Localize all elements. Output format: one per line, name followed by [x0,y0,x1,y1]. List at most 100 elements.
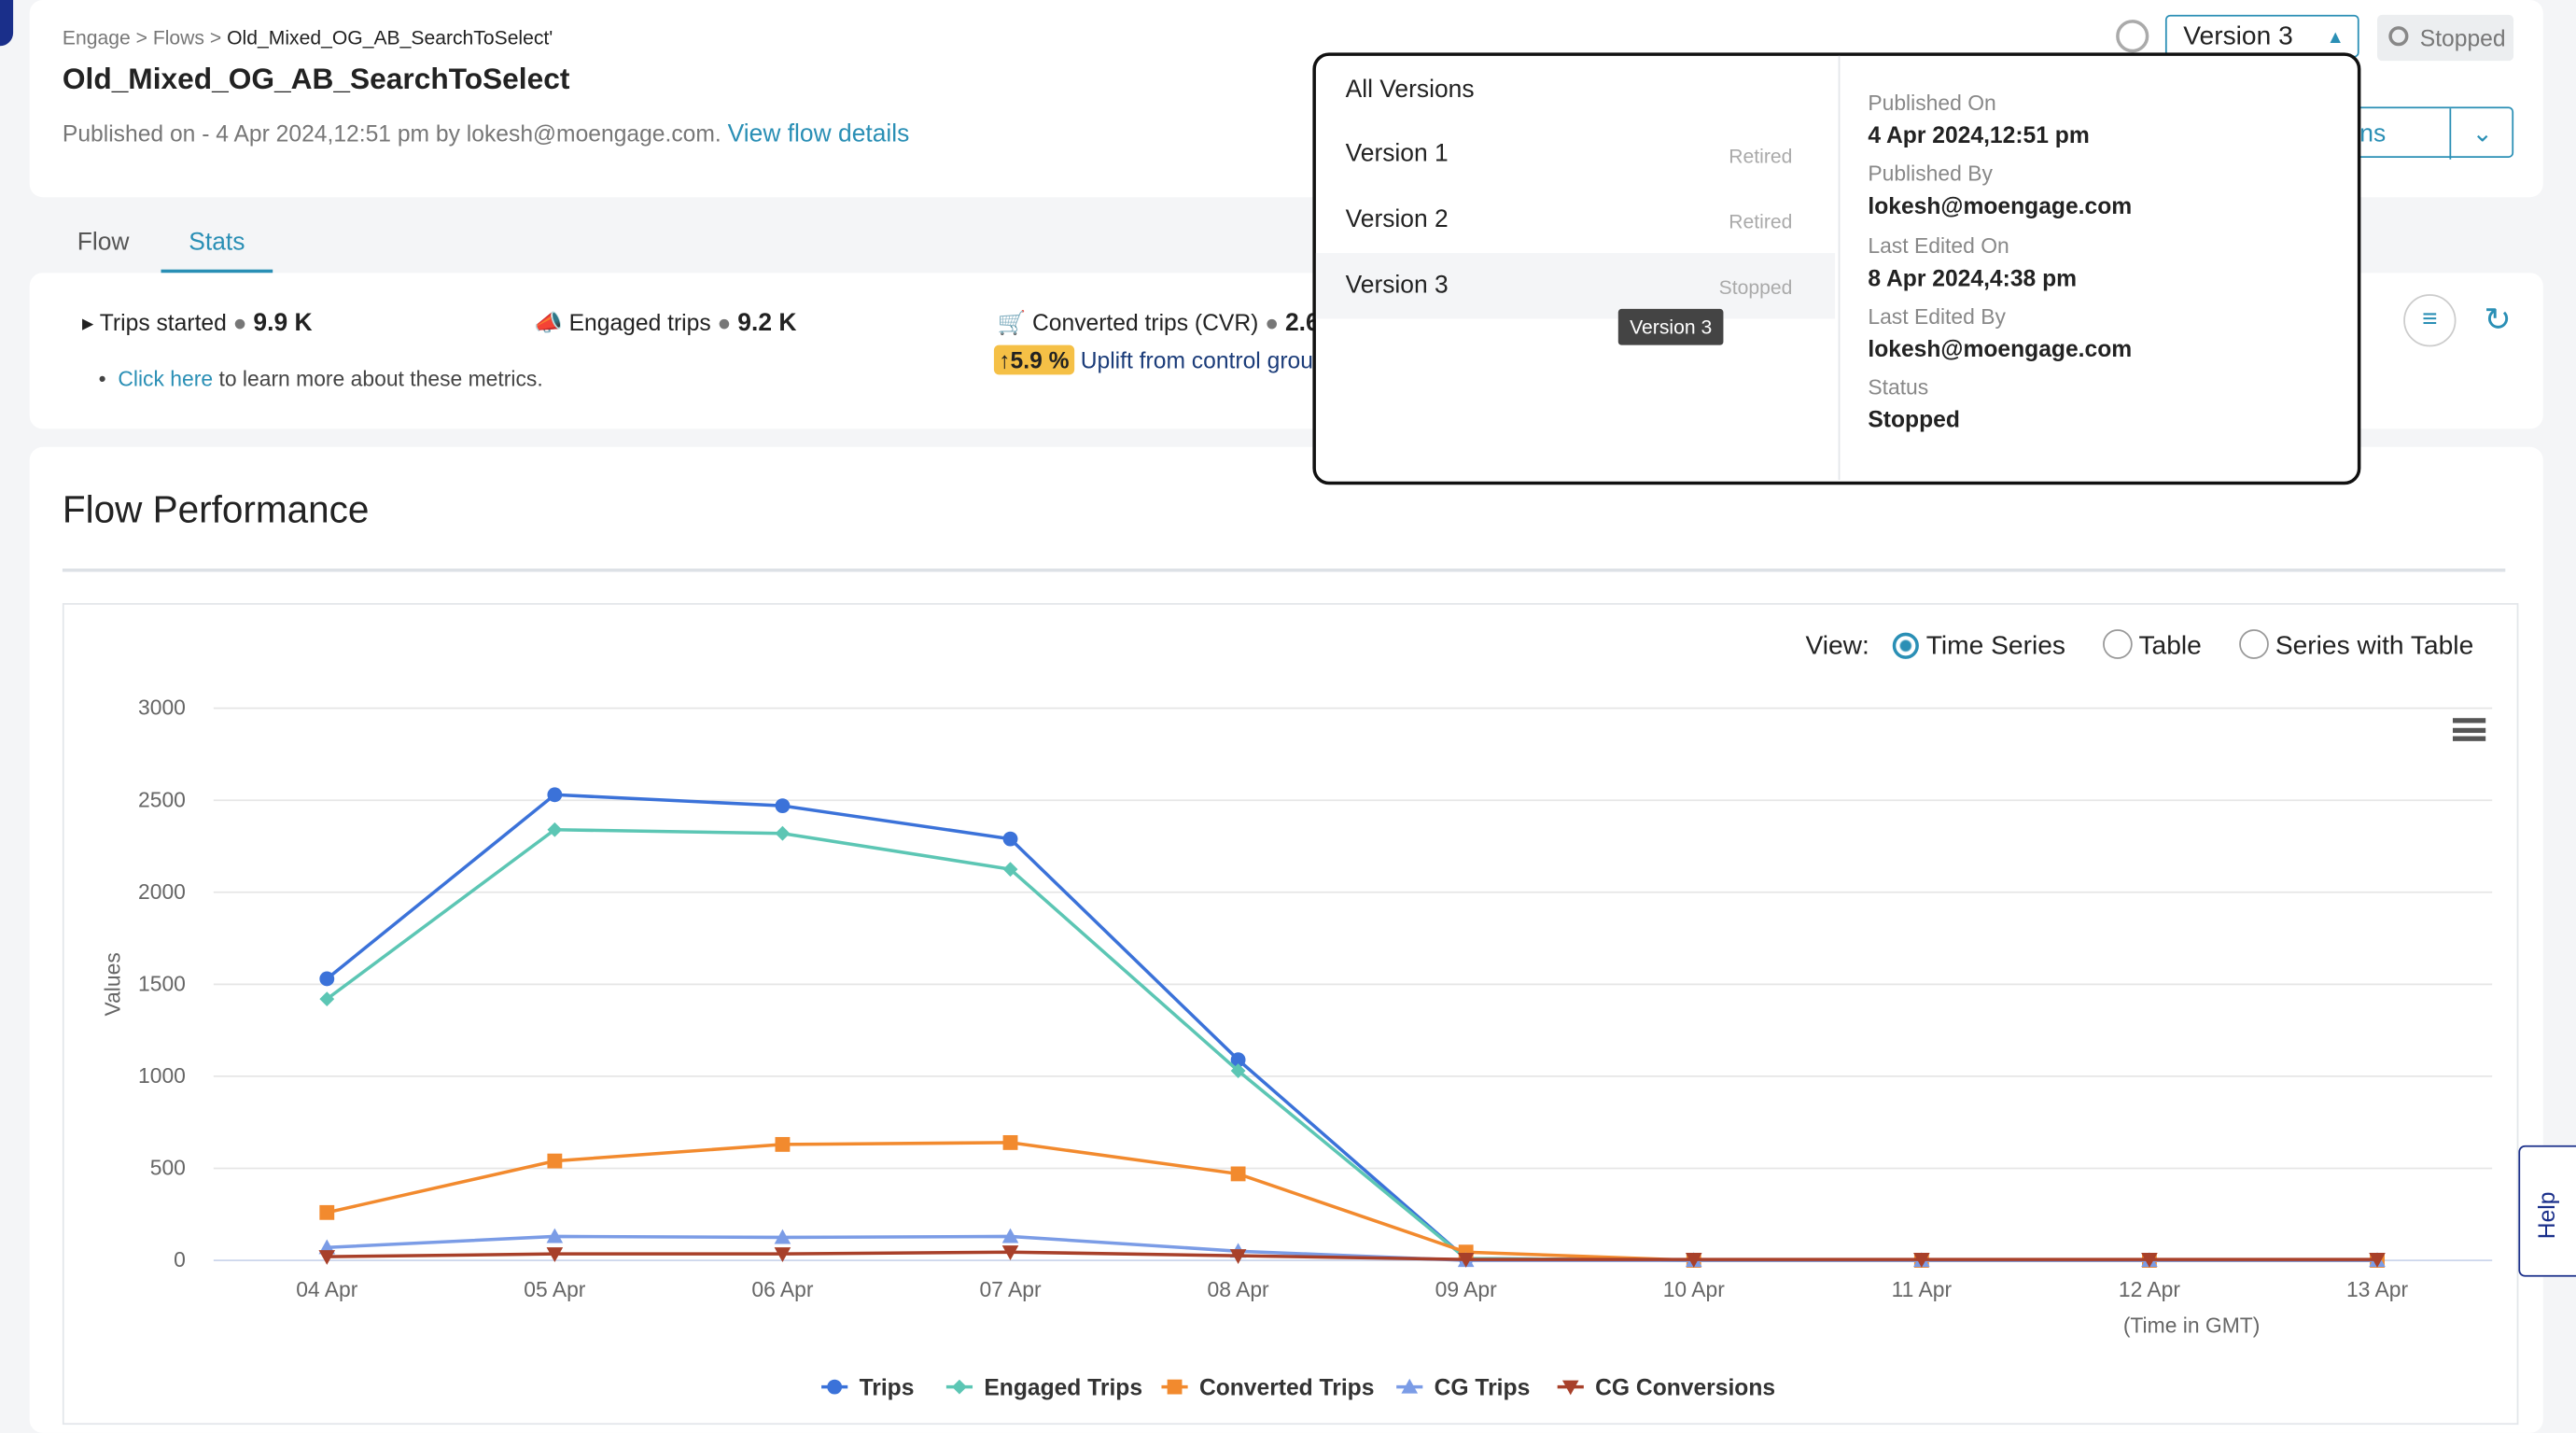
version-status: Stopped [1718,275,1793,300]
version-row[interactable]: Version 1 Retired [1316,121,1835,187]
view-option[interactable]: Series with Table [2275,632,2474,661]
legend-item[interactable]: CG Conversions [1557,1375,1775,1400]
point [1002,862,1018,878]
version-value: Version 3 [2183,22,2293,51]
tooltip: Version 3 [1617,308,1724,345]
metric-label: Converted trips (CVR) [1031,308,1259,336]
point [775,825,791,841]
legend-marker [1561,1380,1579,1396]
series [319,1134,2385,1268]
version-row[interactable]: Version 3 Stopped [1315,253,1836,319]
metric-label: Trips started [99,308,227,336]
x-tick-label: 05 Apr [524,1277,586,1301]
point [1002,1134,1018,1150]
separator [1838,55,1841,480]
point [1685,1253,1702,1268]
series [318,1245,2386,1268]
point [318,1250,336,1265]
view-option[interactable]: Time Series [1925,632,2065,661]
x-tick-label: 10 Apr [1663,1277,1726,1301]
version-status: Retired [1729,144,1793,168]
tab-active[interactable]: Stats [161,229,273,274]
legend-item[interactable]: Converted Trips [1161,1375,1374,1400]
detail-label: Last Edited On [1868,232,2009,258]
metric: 📣 Engaged trips ● 9.2 K [534,308,797,337]
chart-menu[interactable] [2452,718,2486,741]
info-text: to learn more about these metrics. [218,366,543,391]
version-name: Version 1 [1345,139,1449,168]
radio[interactable] [2238,629,2269,659]
legend-item[interactable]: Engaged Trips [945,1375,1142,1400]
x-tick-label: 09 Apr [1435,1277,1498,1301]
detail-label: Last Edited By [1868,303,2006,329]
uplift-label: Uplift from control group [1080,346,1326,373]
legend-label: Trips [860,1375,915,1400]
point [1230,1052,1246,1068]
legend-marker [1401,1378,1419,1394]
y-tick-label: 0 [174,1247,186,1271]
version-status: Retired [1729,210,1793,233]
crumb: Old_Mixed_OG_AB_SearchToSelect' [227,26,553,49]
crumb[interactable]: Engage [62,26,131,49]
legend-item[interactable]: Trips [821,1375,914,1400]
view-switch: View: Time Series Table Series with Tabl… [1805,629,2473,662]
series-line [326,793,2378,1262]
view-details-link[interactable]: View flow details [727,119,910,148]
point [1913,1253,1930,1268]
panel-title: Flow Performance [62,487,370,531]
radio[interactable] [1893,632,1920,659]
all-versions[interactable]: All Versions [1345,75,1475,104]
flow-title: Old_Mixed_OG_AB_SearchToSelect [62,62,570,96]
version-name: Version 2 [1345,205,1449,233]
radio[interactable] [2102,629,2133,659]
logo [0,0,14,47]
legend-label: Converted Trips [1199,1375,1374,1400]
point [774,1247,791,1262]
view-option[interactable]: Table [2138,632,2202,661]
help-tab[interactable]: Help [2518,1145,2576,1277]
point [774,1229,791,1244]
point [1002,831,1018,847]
info-link[interactable]: Click here [118,366,214,391]
x-axis-label: (Time in GMT) [2123,1314,2261,1338]
x-tick-label: 08 Apr [1208,1277,1270,1301]
y-tick-label: 500 [150,1156,186,1180]
tab[interactable]: Flow [77,228,130,257]
refresh-button[interactable]: ↻ [2484,302,2512,339]
x-tick-label: 12 Apr [2119,1277,2181,1301]
point [1230,1166,1246,1182]
point [547,787,563,803]
legend-item[interactable]: CG Trips [1396,1375,1530,1400]
y-tick-label: 3000 [138,695,186,720]
point [2141,1253,2158,1268]
info: • Click here to learn more about these m… [98,366,543,391]
point [547,1153,563,1169]
detail-label: Status [1868,374,1929,400]
metric: ▸ Trips started ● 9.9 K [82,308,313,337]
metric-value: 9.9 K [253,308,313,337]
legend-label: Engaged Trips [984,1375,1142,1400]
divider [62,569,2506,572]
detail-value: 8 Apr 2024,4:38 pm [1868,263,2078,290]
detail-value: lokesh@moengage.com [1868,334,2133,362]
version-dropdown: All Versions Version 1 Retired Version 2 Re… [1312,52,2361,485]
history-icon[interactable] [2116,20,2149,53]
uplift-value: ↑5.9 % [993,344,1074,375]
point [775,1136,791,1152]
detail-value: Stopped [1868,406,1960,433]
point [1001,1245,1019,1261]
sep: > [209,26,222,49]
series-line [327,1250,2378,1261]
filter-button[interactable]: ≡ [2403,294,2457,347]
point [1457,1253,1475,1268]
status-badge: Stopped [2377,14,2514,62]
version-row[interactable]: Version 2 Retired [1316,188,1835,253]
y-tick-label: 2500 [138,787,186,811]
x-tick-label: 06 Apr [751,1277,814,1301]
help-text: Help [2533,1191,2560,1240]
crumb[interactable]: Flows [152,26,205,49]
breadcrumb: Engage > Flows > Old_Mixed_OG_AB_SearchT… [63,26,553,49]
detail-label: Published By [1868,162,1993,187]
point [1001,1228,1019,1243]
